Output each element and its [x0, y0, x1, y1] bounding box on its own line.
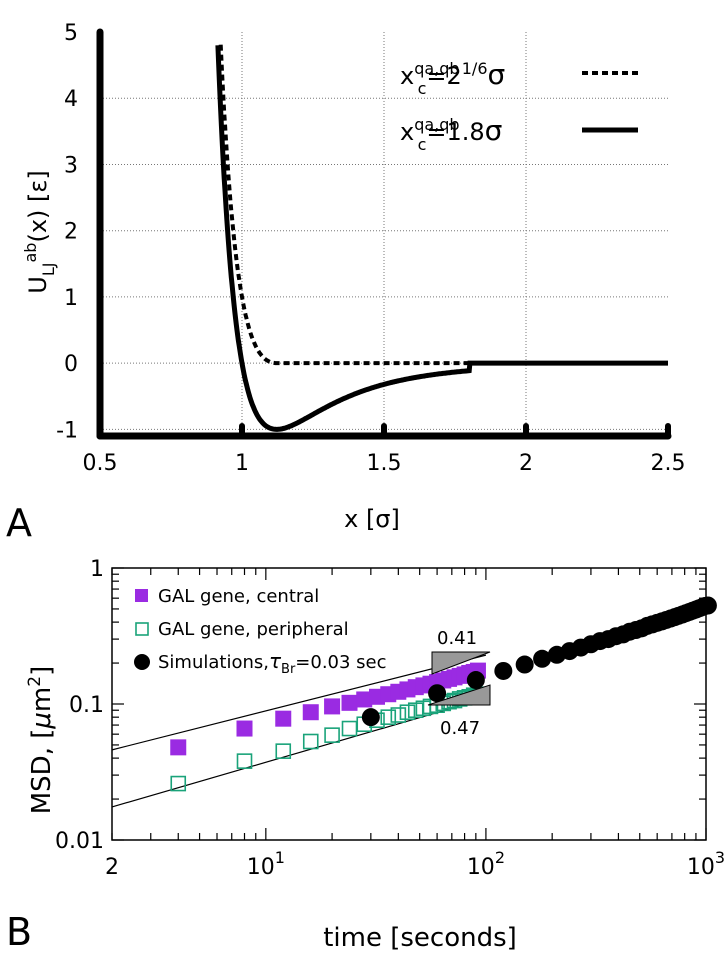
point-central [236, 720, 253, 737]
panel-a-curves [215, 44, 668, 432]
point-peripheral [170, 775, 187, 792]
point-central [324, 698, 341, 715]
panel-a-grid [100, 32, 668, 436]
point-simulation [533, 649, 552, 668]
panel-b-x-axis-label: time [seconds] [323, 923, 517, 953]
x-tick-label: 2 [519, 451, 533, 476]
panel-a-chart: 0.5 1 1.5 2 2.5 -1 0 1 2 3 4 5 xqa,qb c=21/6σ xqa,qb… [6, 21, 686, 545]
y-tick-label: 3 [64, 153, 78, 178]
point-peripheral [390, 707, 407, 723]
point-peripheral [324, 727, 340, 743]
legend-label-peripheral: GAL gene, peripheral [158, 619, 349, 640]
legend-marker-simulations [134, 654, 150, 670]
legend-marker-peripheral [135, 622, 149, 636]
x-tick-label: 103 [687, 848, 724, 880]
x-tick-label: 2.5 [651, 451, 686, 476]
legend-entry-solid: xqa,qb c=1.8σ [400, 114, 502, 154]
point-simulation [698, 596, 717, 615]
point-simulation [494, 661, 513, 680]
slope-annotation-047: 0.47 [427, 684, 491, 739]
x-tick-label: 102 [467, 848, 505, 880]
fit-line-047 [111, 697, 487, 808]
point-peripheral [399, 704, 416, 721]
panel-b-data-points [170, 596, 717, 792]
slope-annotation-041: 0.41 [431, 628, 491, 675]
panel-b-fit-lines [111, 654, 487, 808]
panel-a-label: A [6, 501, 32, 545]
curve-solid [215, 45, 668, 432]
legend-marker-central [135, 589, 148, 602]
point-peripheral [236, 753, 253, 769]
legend-label-central: GAL gene, central [158, 586, 319, 607]
y-tick-label: 0 [64, 352, 78, 377]
point-simulation [428, 684, 447, 703]
point-central [275, 710, 292, 727]
x-tick-label: 101 [247, 848, 285, 880]
fit-line-041 [111, 654, 487, 751]
point-simulation [361, 708, 380, 727]
point-peripheral [341, 720, 358, 737]
panel-a-x-axis-label: x [σ] [344, 505, 400, 533]
slope-label-047: 0.47 [440, 718, 480, 739]
point-central [170, 739, 187, 756]
point-central [302, 704, 319, 721]
point-simulation [466, 671, 485, 690]
point-simulation [515, 655, 534, 674]
panel-a-legend: xqa,qb c=21/6σ xqa,qb c=1.8σ [400, 58, 638, 154]
panel-b-chart: 2 101 102 103 0.01 0.1 1 GAL gene, central GAL… [6, 557, 724, 953]
y-tick-label: 1 [90, 557, 104, 582]
panel-a-y-axis-label: ULJab(x) [ε] [21, 170, 58, 293]
y-tick-label: 0.1 [69, 693, 104, 718]
curve-dashed [218, 44, 668, 366]
y-tick-label: 4 [64, 87, 78, 112]
point-central [356, 691, 373, 708]
x-tick-label: 1.5 [367, 451, 402, 476]
panel-a-tick-labels: 0.5 1 1.5 2 2.5 -1 0 1 2 3 4 5 [56, 21, 685, 476]
x-tick-label: 1 [235, 451, 249, 476]
legend-entry-dashed: xqa,qb c=21/6σ [400, 58, 505, 98]
y-tick-label: 5 [64, 21, 78, 46]
panel-b-label: B [6, 910, 32, 953]
panel-a-axes [96, 28, 672, 440]
panel-b-y-axis-label: MSD, [μm2] [25, 666, 57, 815]
panel-b-tick-labels: 2 101 102 103 0.01 0.1 1 [55, 557, 724, 880]
panel-b-axes [111, 567, 707, 841]
point-peripheral [380, 709, 397, 725]
x-tick-label: 0.5 [83, 451, 118, 476]
slope-label-041: 0.41 [437, 628, 477, 649]
y-tick-label: -1 [56, 418, 78, 443]
legend-label-simulations: Simulations,τBr=0.03 sec [158, 649, 387, 677]
point-central [341, 694, 358, 711]
y-tick-label: 1 [64, 286, 78, 311]
panel-b-legend: GAL gene, central GAL gene, peripheral S… [134, 586, 387, 677]
point-peripheral [275, 743, 292, 759]
x-tick-label: 2 [105, 855, 119, 880]
point-peripheral [302, 733, 319, 750]
y-tick-label: 0.01 [55, 829, 104, 854]
y-tick-label: 2 [64, 220, 78, 245]
